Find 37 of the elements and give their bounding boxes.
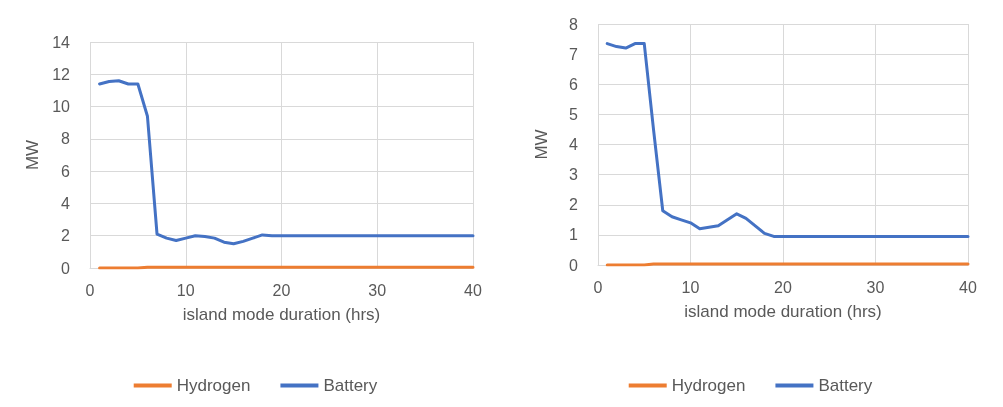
x-tick-label: 20 — [774, 278, 792, 296]
y-tick-label: 1 — [569, 226, 579, 244]
y-tick-label: 4 — [61, 194, 71, 212]
y-tick-label: 8 — [61, 130, 71, 148]
x-tick-label: 20 — [272, 281, 291, 299]
x-axis-title: island mode duration (hrs) — [684, 302, 882, 321]
y-tick-label: 10 — [52, 98, 71, 116]
y-tick-label: 0 — [61, 259, 71, 277]
y-tick-label: 6 — [61, 162, 71, 180]
x-tick-label: 40 — [959, 278, 977, 296]
x-tick-label: 0 — [593, 278, 603, 296]
legend-label: Hydrogen — [176, 376, 251, 395]
x-axis-title: island mode duration (hrs) — [182, 305, 381, 324]
y-tick-label: 2 — [569, 196, 579, 214]
y-tick-label: 14 — [52, 33, 71, 51]
y-tick-label: 0 — [569, 256, 579, 274]
y-tick-label: 2 — [61, 227, 71, 245]
y-tick-label: 3 — [569, 166, 579, 184]
x-tick-label: 30 — [368, 281, 387, 299]
line-series — [98, 79, 475, 246]
y-tick-label: 12 — [52, 65, 71, 83]
x-tick-label: 40 — [464, 281, 482, 299]
y-tick-label: 6 — [569, 75, 579, 93]
x-tick-label: 30 — [866, 278, 885, 296]
y-tick-label: 4 — [569, 136, 579, 153]
y-axis-title: MW — [23, 139, 43, 171]
legend-label: Battery — [323, 376, 378, 395]
y-tick-label: 8 — [569, 15, 579, 33]
legend-label: Battery — [818, 376, 873, 395]
y-tick-label: 7 — [569, 45, 579, 63]
x-tick-label: 10 — [681, 278, 700, 296]
y-tick-label: 5 — [569, 105, 579, 123]
x-tick-label: 10 — [176, 281, 195, 299]
line-series — [605, 42, 970, 238]
legend-label: Hydrogen — [671, 376, 746, 395]
y-axis-title: MW — [532, 129, 551, 160]
x-tick-label: 0 — [85, 281, 95, 299]
